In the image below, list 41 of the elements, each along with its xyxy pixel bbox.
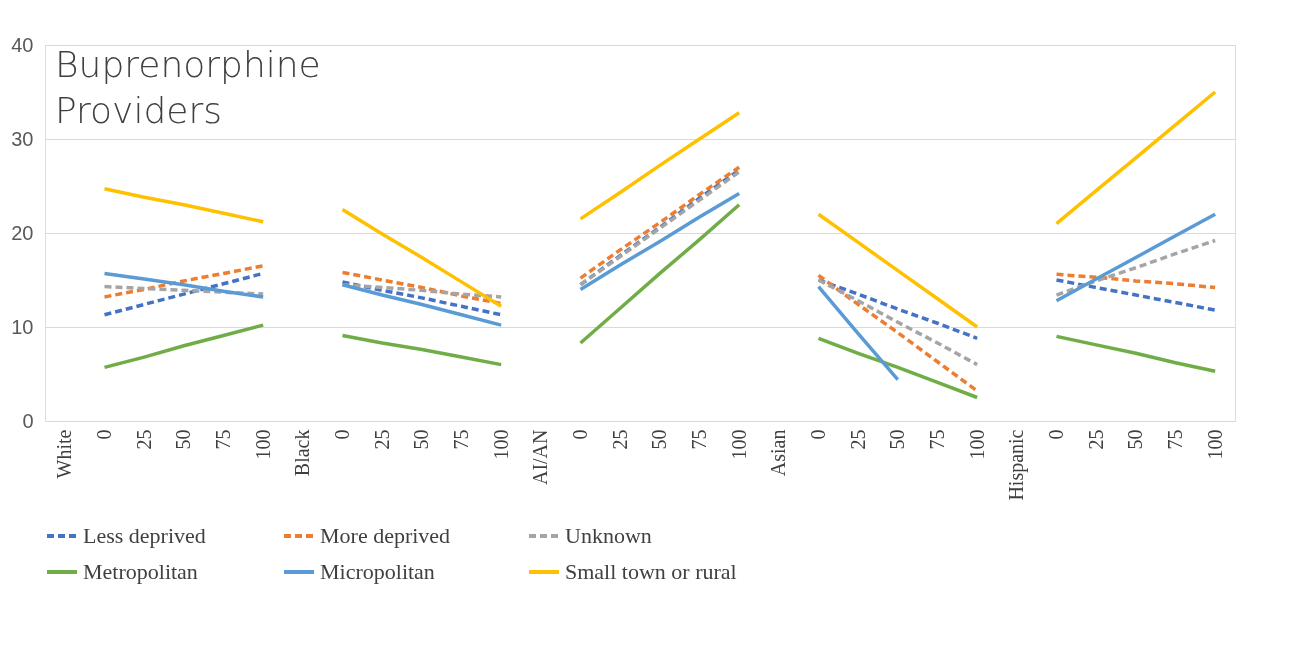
legend-label: More deprived (320, 523, 451, 548)
x-tick-label: 50 (410, 429, 433, 450)
y-tick-label: 30 (11, 127, 34, 150)
legend-label: Small town or rural (565, 559, 737, 584)
x-tick-label: 100 (727, 429, 750, 460)
x-tick-label: 25 (370, 429, 393, 450)
x-tick-label: 0 (807, 429, 829, 440)
y-tick-label: 20 (11, 221, 34, 244)
x-tick-label: 50 (648, 429, 671, 450)
x-tick-label: 0 (569, 429, 591, 440)
x-tick-label: 100 (251, 429, 274, 460)
x-tick-label: 75 (1164, 429, 1186, 450)
x-tick-label: 50 (172, 429, 195, 450)
x-tick-label: Asian (767, 429, 790, 477)
x-tick-label: 50 (1124, 429, 1147, 450)
x-tick-label: Black (291, 429, 314, 477)
x-tick-label: 25 (132, 429, 155, 450)
x-tick-label: 100 (1203, 429, 1226, 460)
x-tick-label: 75 (450, 429, 472, 450)
x-tick-label: 100 (965, 429, 988, 460)
legend-label: Metropolitan (83, 559, 198, 584)
x-tick-label: 0 (1045, 429, 1067, 440)
y-tick-label: 40 (11, 33, 34, 56)
legend-label: Less deprived (83, 523, 206, 548)
x-tick-label: White (53, 429, 76, 479)
x-tick-label: 75 (212, 429, 234, 450)
x-tick-label: 0 (331, 429, 353, 440)
x-tick-label: Hispanic (1005, 429, 1029, 501)
x-tick-label: 50 (886, 429, 909, 450)
x-tick-label: 25 (846, 429, 869, 450)
text: Buprenorphine Providers (55, 44, 321, 131)
y-tick-label: 10 (11, 315, 34, 338)
x-tick-label: 75 (926, 429, 948, 450)
x-tick-label: AI/AN (529, 429, 552, 486)
legend-label: Micropolitan (320, 559, 435, 584)
x-tick-label: 75 (688, 429, 710, 450)
legend-label: Unknown (565, 523, 652, 548)
x-tick-label: 25 (608, 429, 631, 450)
x-tick-label: 25 (1084, 429, 1107, 450)
x-tick-label: 0 (93, 429, 115, 440)
x-tick-label: 100 (489, 429, 512, 460)
